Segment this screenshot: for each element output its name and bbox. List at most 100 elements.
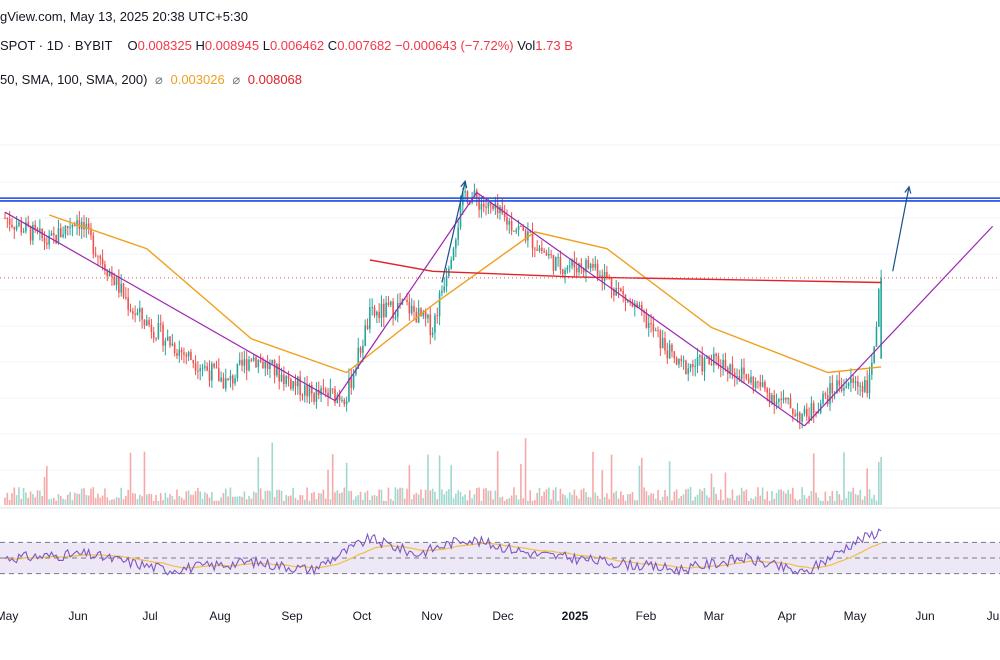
candle-body — [53, 233, 55, 236]
volume-bar — [522, 498, 525, 505]
candle-body — [750, 376, 752, 383]
candle-body — [22, 231, 25, 233]
ohlc-legend: SPOT · 1D · BYBIT O0.008325 H0.008945 L0… — [0, 38, 573, 53]
volume-bar — [810, 490, 813, 505]
volume-bar — [824, 491, 827, 505]
candle-body — [640, 304, 643, 311]
candle-body — [352, 374, 355, 388]
volume-label: Vol — [517, 38, 536, 53]
volume-bar — [115, 497, 118, 505]
volume-bar — [759, 495, 762, 505]
candle-body — [269, 363, 271, 370]
volume-bar — [104, 488, 106, 505]
volume-bar — [643, 487, 645, 505]
candle-body — [452, 248, 455, 260]
candle-body — [94, 253, 97, 256]
candle-body — [76, 220, 78, 227]
volume-bar — [427, 454, 429, 505]
candle-body — [685, 360, 687, 374]
candle-body — [717, 356, 720, 366]
candle-body — [46, 242, 48, 245]
rsi-line — [4, 528, 882, 577]
volume-bar — [41, 495, 43, 505]
ma-visibility-icon[interactable]: ⌀ — [155, 72, 163, 87]
candle-body — [438, 292, 441, 316]
candle-body — [603, 271, 606, 281]
volume-bar — [803, 495, 806, 505]
candle-body — [466, 191, 469, 203]
volume-bar — [178, 495, 181, 505]
candle-body — [513, 230, 515, 232]
candle-body — [568, 265, 571, 268]
candle-body — [768, 392, 771, 403]
candle-body — [794, 414, 796, 417]
candle-body — [238, 360, 241, 364]
volume-bar — [508, 498, 511, 505]
volume-bar — [389, 498, 392, 505]
candle-body — [473, 190, 476, 198]
projection-arrow-2-head — [904, 185, 912, 194]
volume-bar — [613, 492, 615, 505]
volume-bar — [413, 494, 415, 505]
volume-bar — [15, 495, 18, 505]
volume-bar — [568, 492, 571, 505]
volume-bar — [157, 500, 160, 505]
volume-bar — [585, 491, 587, 505]
candle-body — [299, 376, 301, 396]
candle-body — [608, 277, 611, 279]
volume-bar — [671, 500, 673, 505]
candle-body — [503, 213, 506, 218]
volume-bar — [592, 451, 594, 505]
candle-body — [4, 217, 6, 219]
volume-bar — [733, 500, 736, 505]
candle-body — [408, 301, 411, 314]
candle-body — [343, 399, 346, 405]
volume-bar — [475, 488, 478, 505]
volume-bar — [610, 454, 613, 505]
volume-bar — [596, 495, 599, 505]
volume-bar — [132, 493, 134, 505]
ma-visibility-icon-2[interactable]: ⌀ — [232, 72, 241, 87]
candle-body — [380, 303, 383, 318]
rsi-ma-line — [4, 542, 882, 569]
volume-bar — [145, 494, 148, 505]
volume-bar — [843, 452, 845, 505]
projection-arrow-1-head — [460, 179, 468, 189]
volume-bar — [852, 487, 855, 505]
volume-bar — [327, 469, 329, 505]
candle-body — [482, 203, 485, 207]
candle-body — [696, 357, 699, 366]
candle-body — [243, 359, 246, 366]
chart-source-line: gView.com, May 13, 2025 20:38 UTC+5:30 — [0, 9, 248, 24]
candle-body — [176, 353, 178, 356]
candle-body — [852, 378, 855, 383]
candle-body — [517, 225, 520, 230]
volume-bar — [294, 497, 297, 505]
candle-body — [554, 257, 557, 271]
candle-body — [185, 354, 188, 357]
volume-bar — [55, 500, 57, 505]
candle-body — [787, 397, 789, 400]
candle-body — [364, 325, 367, 347]
candle-body — [803, 408, 806, 414]
volume-bar — [789, 493, 792, 505]
candle-body — [32, 224, 34, 241]
volume-bar — [594, 492, 597, 505]
volume-bar — [682, 494, 685, 505]
volume-bar — [715, 493, 717, 505]
candle-body — [557, 257, 559, 259]
candle-body — [831, 383, 834, 394]
candle-body — [680, 358, 683, 362]
candle-body — [857, 381, 859, 387]
candle-body — [231, 375, 234, 384]
candle-body — [592, 264, 594, 268]
volume-bar — [812, 453, 815, 505]
volume-bar — [629, 493, 631, 505]
volume-bar — [650, 493, 652, 505]
candle-body — [204, 366, 206, 368]
volume-bar — [678, 498, 680, 505]
volume-bar — [148, 493, 150, 505]
volume-bar — [606, 493, 608, 505]
volume-bar — [313, 492, 315, 505]
